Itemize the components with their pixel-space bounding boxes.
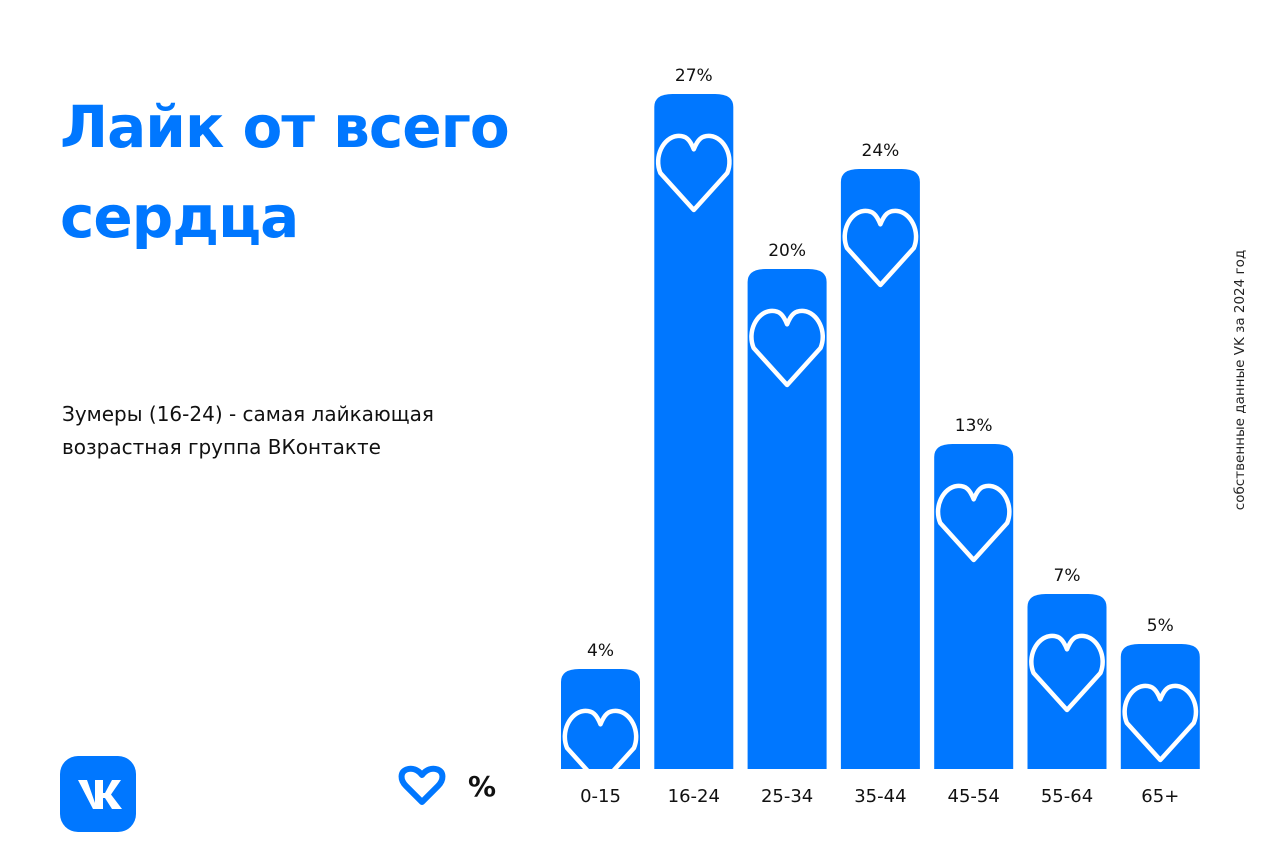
- heart-icon: [655, 133, 732, 213]
- value-label-0-15: 4%: [587, 641, 614, 661]
- chart-legend: %: [398, 762, 496, 810]
- bar-45-54: [934, 444, 1014, 769]
- category-label-16-24: 16-24: [668, 786, 720, 807]
- bar-16-24: [654, 94, 734, 769]
- subtitle-line-1: Зумеры (16-24) - самая лайкающая: [62, 402, 434, 426]
- vk-logo-icon: [60, 756, 136, 832]
- title-line-2: сердца: [60, 183, 299, 251]
- category-label-25-34: 25-34: [761, 786, 813, 807]
- heart-icon: [1029, 633, 1105, 713]
- bar-25-34: [747, 269, 827, 769]
- subtitle: Зумеры (16-24) - самая лайкающая возраст…: [62, 398, 522, 464]
- category-label-0-15: 0-15: [580, 786, 621, 807]
- heart-icon: [749, 308, 825, 388]
- heart-icon: [1122, 683, 1199, 763]
- heart-icon: [562, 708, 639, 788]
- value-label-45-54: 13%: [955, 416, 993, 436]
- category-label-55-64: 55-64: [1041, 786, 1093, 807]
- bar-65+: [1120, 644, 1200, 769]
- heart-outline-icon: [398, 764, 446, 808]
- title-line-1: Лайк от всего: [60, 93, 510, 161]
- category-label-45-54: 45-54: [948, 786, 1000, 807]
- value-label-55-64: 7%: [1054, 566, 1081, 586]
- category-label-35-44: 35-44: [854, 786, 906, 807]
- value-label-25-34: 20%: [768, 241, 806, 261]
- value-label-65+: 5%: [1147, 616, 1174, 636]
- heart-icon: [935, 483, 1012, 563]
- page-title: Лайк от всего сердца: [60, 82, 580, 262]
- category-label-65+: 65+: [1141, 786, 1179, 807]
- bar-35-44: [840, 169, 920, 769]
- legend-label: %: [468, 769, 497, 803]
- subtitle-line-2: возрастная группа ВКонтакте: [62, 435, 381, 459]
- heart-icon: [842, 208, 919, 288]
- value-label-16-24: 27%: [675, 66, 713, 86]
- value-label-35-44: 24%: [862, 141, 900, 161]
